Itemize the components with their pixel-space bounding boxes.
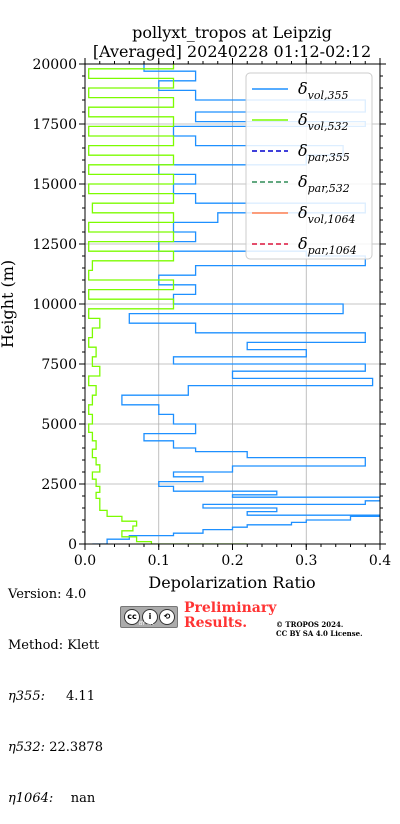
y-tick-label: 7500 <box>41 357 77 373</box>
y-tick-label: 12500 <box>32 237 77 253</box>
eta532-value: 22.3878 <box>49 740 103 755</box>
eta355-label: η355: <box>8 689 45 704</box>
y-tick-label: 2500 <box>41 477 77 493</box>
eta532-label: η532: <box>8 740 45 755</box>
legend-label: δpar,1064 <box>298 234 357 257</box>
legend-label: δpar,532 <box>298 172 350 195</box>
version-text: Version: 4.0 <box>8 587 87 602</box>
y-tick-label: 17500 <box>32 117 77 133</box>
x-axis-label: Depolarization Ratio <box>148 573 315 592</box>
x-tick-label: 0.0 <box>74 553 96 569</box>
legend-label-main: δ <box>298 110 308 129</box>
legend-label: δvol,1064 <box>298 203 356 226</box>
eta1064-label: η1064: <box>8 791 54 806</box>
x-tick-label: 0.4 <box>369 553 391 569</box>
legend-label-sub: vol,532 <box>308 120 349 133</box>
legend-label: δpar,355 <box>298 141 350 164</box>
series-line--vol-355 <box>92 64 380 544</box>
legend-label-main: δ <box>298 234 308 253</box>
legend-label-main: δ <box>298 203 308 222</box>
chart-figure: pollyxt_tropos at Leipzig [Averaged] 202… <box>0 23 391 592</box>
x-tick-label: 0.1 <box>148 553 170 569</box>
y-tick-label: 0 <box>68 537 77 553</box>
legend-label-main: δ <box>298 79 308 98</box>
eta1064-value: nan <box>70 791 96 806</box>
cc-icon: cc <box>124 609 140 625</box>
legend-label-sub: vol,355 <box>308 89 349 102</box>
legend-label: δvol,355 <box>298 79 349 102</box>
eta355-value: 4.11 <box>66 689 95 704</box>
y-tick-label: 10000 <box>32 297 77 313</box>
cc-badge-label: BY SA <box>139 621 154 627</box>
chart-title-line1: pollyxt_tropos at Leipzig <box>132 23 332 42</box>
legend-label-sub: par,532 <box>308 182 350 195</box>
legend-label-main: δ <box>298 172 308 191</box>
y-tick-label: 20000 <box>32 57 77 73</box>
legend-label-sub: par,1064 <box>308 244 357 257</box>
cc-license-badge: cc i ⟲ BY SA <box>120 606 178 628</box>
eta355-row: η355: 4.11 <box>8 688 103 705</box>
legend-label-sub: par,355 <box>308 151 350 164</box>
plot-area: 0.0 0.1 0.2 0.3 0.4 0 2500 5000 7500 10000 12500 15… <box>32 57 391 569</box>
series-group <box>88 64 380 544</box>
legend-label-sub: vol,1064 <box>308 213 356 226</box>
chart-title-line2: [Averaged] 20240228 01:12-02:12 <box>93 42 371 61</box>
series-line--vol-532 <box>88 64 248 544</box>
y-tick-label: 15000 <box>32 177 77 193</box>
sa-icon: ⟲ <box>159 609 175 625</box>
eta1064-row: η1064: nan <box>8 790 103 807</box>
y-axis-label: Height (m) <box>0 260 17 348</box>
legend-label-main: δ <box>298 141 308 160</box>
x-tick-label: 0.2 <box>221 553 243 569</box>
y-tick-label: 5000 <box>41 417 77 433</box>
preliminary-results-text: Preliminary Results. <box>184 600 277 631</box>
eta532-row: η532: 22.3878 <box>8 739 103 756</box>
by-icon: i <box>142 609 158 625</box>
info-block: Version: 4.0 Method: Klett η355: 4.11 η53… <box>8 552 103 824</box>
x-tick-label: 0.3 <box>295 553 317 569</box>
copyright-text: © TROPOS 2024. CC BY SA 4.0 License. <box>276 620 363 638</box>
legend-label: δvol,532 <box>298 110 349 133</box>
